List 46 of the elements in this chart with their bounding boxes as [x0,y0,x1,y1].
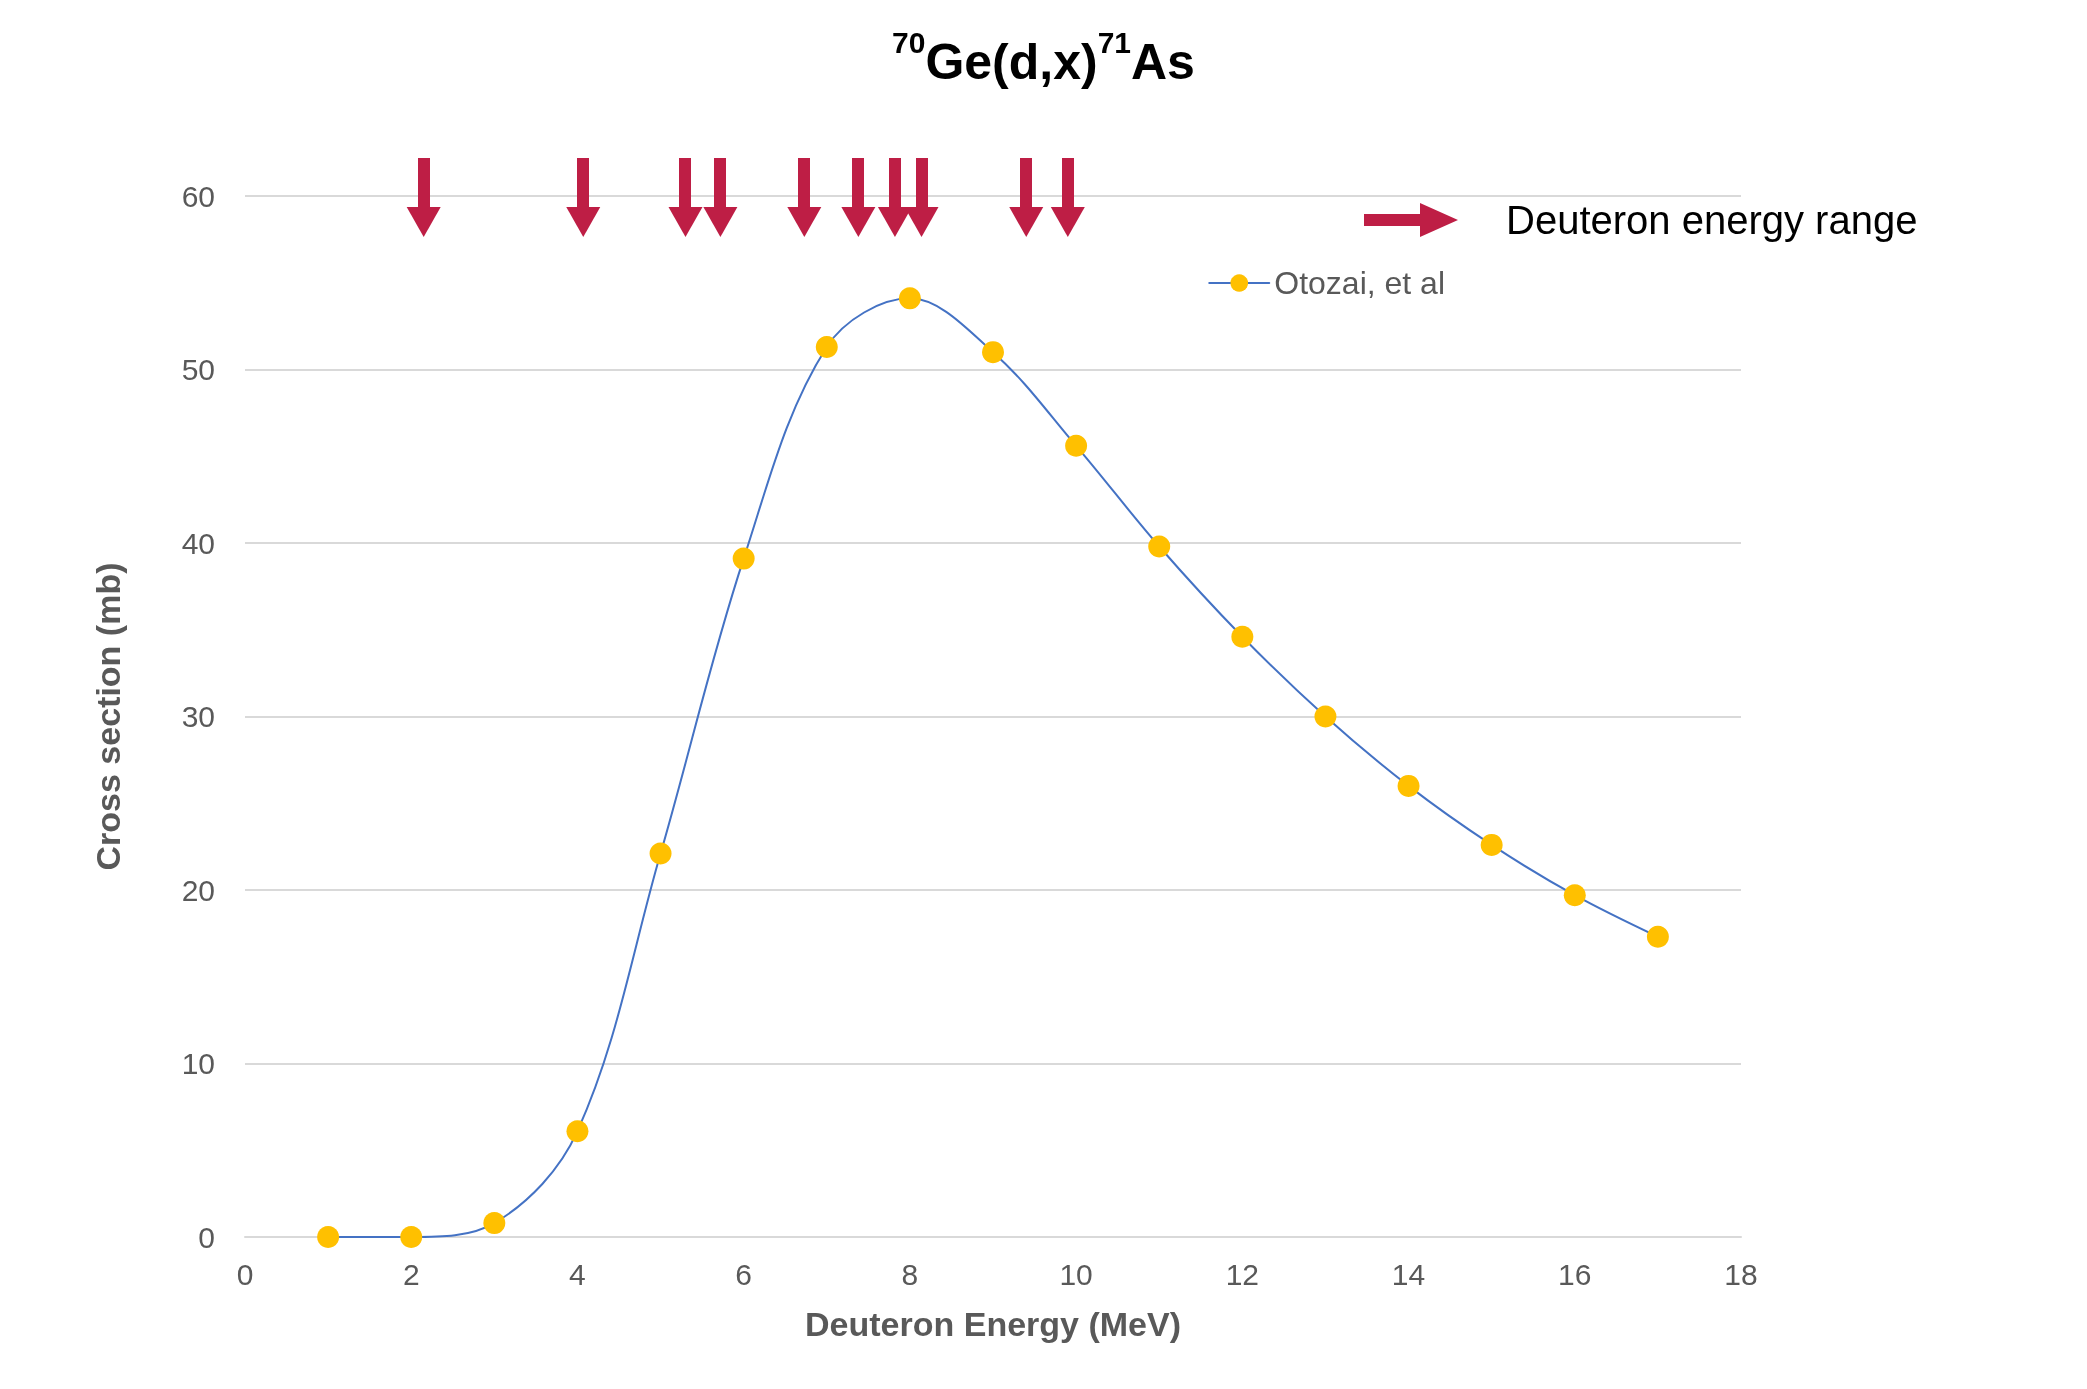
x-tick-label: 0 [236,1257,254,1291]
y-tick-label: 20 [181,873,215,907]
point [732,547,755,570]
point [1050,207,1085,238]
legend-label: Otozai, et al [1274,265,1445,301]
x-tick-label: 14 [1391,1257,1426,1291]
y-tick-label: 0 [198,1220,215,1254]
point [787,207,822,238]
point [841,207,876,238]
point [406,207,441,238]
x-axis-title: Deuteron Energy (MeV) [805,1305,1181,1343]
x-tick-label: 12 [1225,1257,1260,1291]
point [1231,625,1254,648]
point [1009,207,1044,238]
point [649,842,672,865]
x-tick-label: 4 [569,1257,586,1291]
x-tick-label: 18 [1724,1257,1758,1291]
y-tick-label: 30 [181,700,215,733]
point [566,207,601,238]
x-tick-label: 16 [1558,1257,1592,1291]
y-tick-label: 50 [181,353,215,386]
point [668,207,703,238]
point [1480,833,1503,856]
point [317,1226,340,1248]
point [1646,925,1669,948]
x-tick-label: 10 [1059,1257,1093,1291]
point [982,341,1004,364]
point [703,207,738,238]
y-tick-label: 10 [181,1047,215,1080]
point [1148,535,1171,558]
y-tick-label: 40 [181,526,215,560]
annotation: Deuteron energy range [1506,198,1918,242]
y-axis-title: Cross section (mb) [89,562,127,871]
x-tick-label: 2 [402,1257,420,1291]
y-tick-label: 60 [181,179,215,213]
point [815,335,838,358]
point [898,287,921,310]
point [1314,705,1337,728]
point [1397,774,1420,797]
point [483,1212,506,1235]
point [566,1120,589,1143]
point [1563,884,1586,907]
x-tick-label: 8 [901,1257,919,1291]
point [1065,434,1088,457]
point [400,1226,423,1248]
x-tick-label: 6 [735,1257,753,1291]
